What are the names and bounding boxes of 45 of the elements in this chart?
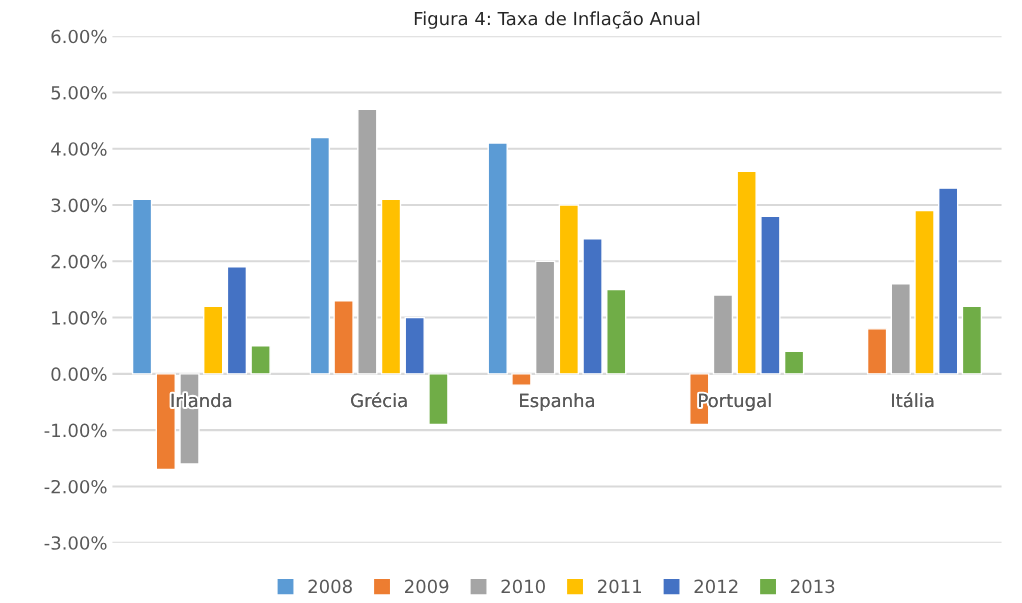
bar xyxy=(890,283,911,375)
bar xyxy=(534,260,556,375)
bar xyxy=(333,300,354,375)
legend-label: 2008 xyxy=(308,579,352,594)
y-tick-label: 6.00% xyxy=(51,29,107,44)
bar xyxy=(511,373,532,386)
bar xyxy=(582,238,603,375)
bar xyxy=(487,142,508,375)
y-tick-label: -1.00% xyxy=(44,423,107,438)
bar xyxy=(131,198,153,375)
x-tick-label: Itália xyxy=(892,392,934,408)
legend-label: 2013 xyxy=(791,579,835,594)
bar xyxy=(226,266,248,375)
bar xyxy=(783,350,805,375)
bar xyxy=(203,305,224,375)
bar xyxy=(961,305,983,375)
legend-label: 2012 xyxy=(694,579,738,594)
bar xyxy=(938,187,959,375)
bar xyxy=(380,198,402,375)
legend-label: 2009 xyxy=(405,579,449,594)
y-tick-label: 1.00% xyxy=(52,311,107,325)
bar xyxy=(309,136,331,375)
bar xyxy=(760,215,781,375)
bar xyxy=(914,209,935,375)
bar xyxy=(736,170,757,375)
bar xyxy=(712,294,734,375)
y-tick-label: 2.00% xyxy=(51,254,107,269)
bar xyxy=(558,204,580,375)
x-tick-label: Grécia xyxy=(351,392,407,408)
x-tick-label: Espanha xyxy=(520,393,594,411)
legend-label: 2010 xyxy=(501,579,545,594)
bar xyxy=(866,328,888,375)
y-tick-label: -3.00% xyxy=(44,536,107,550)
y-tick-label: 3.00% xyxy=(51,198,107,213)
y-tick-label: 5.00% xyxy=(51,85,107,100)
y-tick-label: -2.00% xyxy=(44,479,107,494)
chart-title: Figura 4: Taxa de Inflação Anual xyxy=(414,11,700,29)
bar xyxy=(357,108,378,375)
bar xyxy=(606,288,627,375)
y-tick-label: 4.00% xyxy=(51,142,107,156)
legend-label: 2011 xyxy=(598,579,641,594)
y-tick-label: 0.00% xyxy=(51,367,107,381)
bar xyxy=(250,345,271,375)
bar xyxy=(428,373,449,426)
bar xyxy=(404,316,425,375)
